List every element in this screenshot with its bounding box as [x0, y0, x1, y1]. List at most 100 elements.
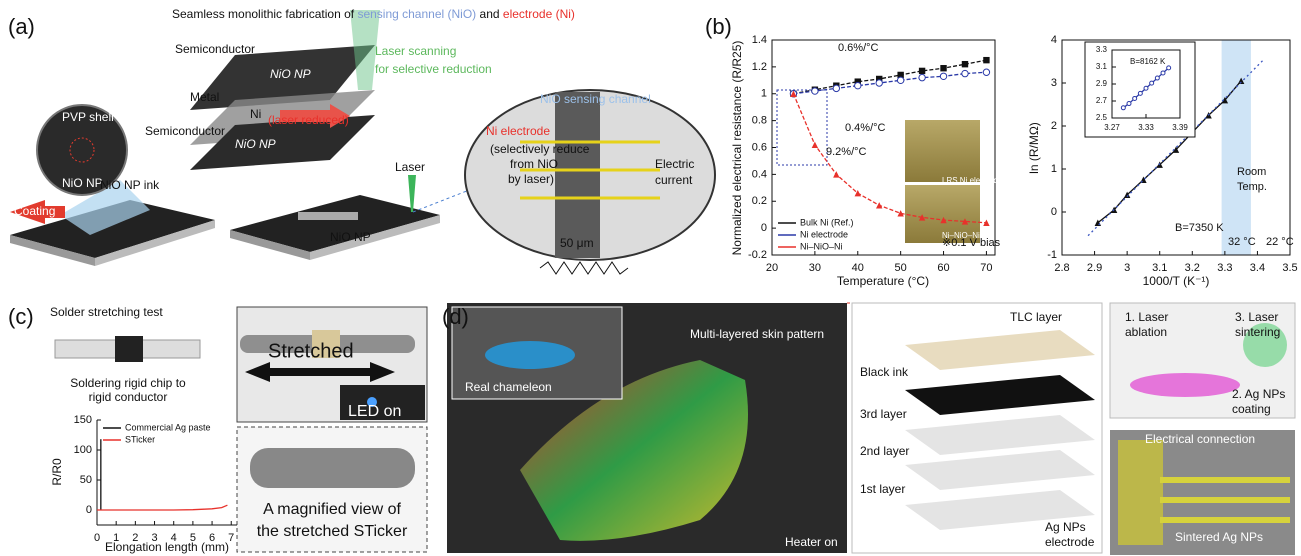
label: 3rd layer: [860, 407, 907, 421]
y-tick-label: 0: [86, 504, 92, 516]
x-tick-label: 3.33: [1138, 123, 1154, 132]
y-tick-label: 1: [1051, 163, 1057, 175]
marker: [812, 142, 818, 148]
title-part: sensing channel (NiO): [357, 7, 476, 21]
marker: [855, 82, 861, 88]
marker: [876, 202, 882, 208]
legend-label: Ni electrode: [800, 229, 848, 239]
label: NiO NP: [270, 67, 311, 81]
marker: [919, 74, 925, 80]
label: 2. Ag NPs: [1232, 387, 1285, 401]
panel-label: (c): [8, 304, 34, 329]
title-part: Seamless monolithic fabrication of: [172, 7, 355, 21]
label: Black ink: [860, 365, 909, 379]
x-tick-label: 3.5: [1282, 262, 1297, 274]
y-tick-label: 0: [1051, 206, 1057, 218]
label: Sintered Ag NPs: [1175, 530, 1263, 544]
y-tick-label: 3.1: [1096, 62, 1108, 71]
marker: [876, 80, 882, 86]
x-tick-label: 3.1: [1152, 262, 1167, 274]
y-tick-label: 150: [74, 414, 92, 426]
legend-label: Bulk Ni (Ref.): [800, 217, 854, 227]
marker: [1127, 102, 1131, 106]
label: Semiconductor: [145, 124, 225, 138]
ni-strip: [298, 212, 358, 220]
marker: [1150, 81, 1154, 85]
label: electrode: [1045, 535, 1095, 549]
label: Real chameleon: [465, 380, 552, 394]
label: PVP shell: [62, 110, 114, 124]
y-tick-label: 3.3: [1096, 45, 1108, 54]
photo: [905, 120, 980, 182]
label: Laser: [395, 160, 425, 174]
label: (laser reduced): [268, 113, 349, 127]
legend-label: STicker: [125, 434, 155, 444]
y-tick-label: 0.2: [752, 195, 767, 207]
y-tick-label: 2.7: [1096, 96, 1108, 105]
y-axis-label: Normalized electrical resistance (R/R25): [730, 41, 744, 256]
annotation: 0.6%/°C: [838, 42, 879, 54]
label: by laser): [508, 172, 554, 186]
label: (selectively reduce: [490, 142, 590, 156]
y-axis-label: R/R0: [50, 458, 64, 486]
label: rigid conductor: [89, 390, 168, 404]
label: Metal: [190, 90, 219, 104]
solder-chip: [115, 336, 143, 362]
label: ablation: [1125, 325, 1167, 339]
marker: [919, 68, 925, 74]
y-tick-label: 0.8: [752, 115, 767, 127]
x-axis-label: Temperature (°C): [837, 274, 929, 288]
label: LED on: [348, 403, 401, 420]
laser-tip: [408, 175, 416, 212]
connection: [1118, 440, 1163, 545]
x-tick-label: 3.4: [1250, 262, 1265, 274]
x-axis-label: 1000/T (K⁻¹): [1143, 274, 1210, 288]
legend-label: Ni–NiO–Ni: [800, 241, 843, 251]
label: Solder stretching test: [50, 305, 163, 319]
y-tick-label: 0: [761, 222, 767, 234]
annotation: B=8162 K: [1130, 57, 1166, 66]
label: Stretched: [268, 340, 354, 362]
marker: [833, 85, 839, 91]
marker: [1121, 106, 1125, 110]
annotation: Room: [1237, 166, 1266, 178]
x-tick-label: 3.2: [1185, 262, 1200, 274]
resistor-symbol: [540, 262, 628, 274]
x-tick-label: 3.27: [1104, 123, 1120, 132]
annotation: 9.2%/°C: [826, 146, 867, 158]
label: NiO NP: [330, 230, 371, 244]
x-tick-label: 2.8: [1054, 262, 1069, 274]
label: NiO NP: [62, 176, 103, 190]
x-tick-label: 2.9: [1087, 262, 1102, 274]
label: Heater on: [785, 535, 838, 549]
label: 3. Laser: [1235, 310, 1278, 324]
label: sintering: [1235, 325, 1280, 339]
x-tick-label: 0: [94, 532, 100, 544]
label: Coating: [14, 204, 55, 218]
y-tick-label: 100: [74, 444, 92, 456]
x-tick-label: 50: [895, 262, 907, 274]
marker: [1161, 71, 1165, 75]
marker: [962, 61, 968, 67]
y-tick-label: 3: [1051, 77, 1057, 89]
marker: [1167, 66, 1171, 70]
legend-label: Commercial Ag paste: [125, 422, 211, 432]
marker: [983, 69, 989, 75]
series-line: [793, 60, 986, 94]
label: for selective reduction: [375, 62, 492, 76]
sticker-magnified: [250, 448, 415, 488]
label: Soldering rigid chip to: [70, 376, 186, 390]
label: NiO NP ink: [100, 178, 160, 192]
chameleon: [485, 341, 575, 369]
y-tick-label: 1: [761, 88, 767, 100]
label: 1st layer: [860, 482, 905, 496]
annotation: 22 °C: [1266, 236, 1294, 248]
label: Multi-layered skin pattern: [690, 327, 824, 341]
y-tick-label: 50: [80, 474, 92, 486]
marker: [1133, 96, 1137, 100]
marker: [897, 77, 903, 83]
label: 50 μm: [560, 236, 594, 250]
label: coating: [1232, 402, 1271, 416]
label: Ni: [250, 107, 261, 121]
x-tick-label: 7: [228, 532, 234, 544]
